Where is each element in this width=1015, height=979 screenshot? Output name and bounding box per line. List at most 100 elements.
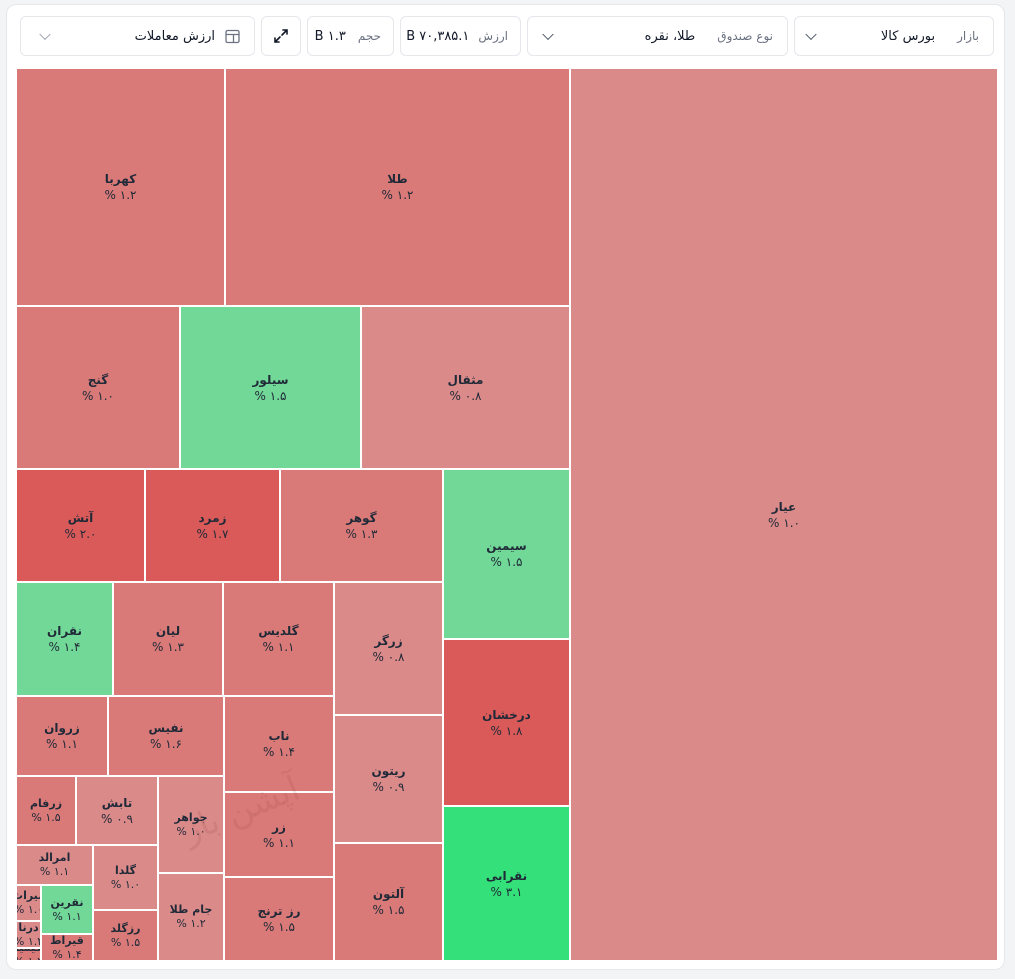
treemap-tile[interactable]: درخشان ۱.۸ % xyxy=(443,639,570,806)
tile-name: آتش xyxy=(67,510,94,525)
treemap-tile[interactable]: نقران ۱.۴ % xyxy=(16,582,113,696)
treemap-tile[interactable]: جام طلا ۱.۲ % xyxy=(158,873,224,961)
treemap-tile[interactable]: عیار ۱.۰ % xyxy=(570,68,998,961)
treemap-tile[interactable]: ناب ۱.۴ % xyxy=(224,696,334,792)
volume-stat-value: ۱.۳ B xyxy=(314,28,346,44)
tile-name: نقرین xyxy=(50,895,84,909)
treemap-tile[interactable]: میراث۱.۰ % xyxy=(16,885,41,921)
tile-change: ۱.۰ % xyxy=(176,824,206,838)
tile-change: ۱.۱ % xyxy=(263,835,295,850)
value-stat-label: ارزش xyxy=(478,29,508,43)
treemap-tile[interactable]: ریتون ۰.۹ % xyxy=(334,715,443,843)
treemap-tile[interactable]: نفیس ۱.۶ % xyxy=(108,696,224,776)
tile-change: ۱.۲ % xyxy=(17,934,40,948)
tile-change: ۱.۲ % xyxy=(104,188,137,202)
market-select[interactable]: بازار بورس کالا xyxy=(794,16,994,56)
tile-change: ۰.۹ % xyxy=(101,811,133,826)
tile-change: ۲.۰ % xyxy=(64,526,97,541)
treemap-tile[interactable]: لیان ۱.۳ % xyxy=(113,582,223,696)
tile-change: ۱.۱ % xyxy=(262,640,295,654)
treemap-tile[interactable]: گنج ۱.۰ % xyxy=(16,306,180,469)
tile-name: نفیس xyxy=(148,721,184,735)
tile-name: گنج xyxy=(87,372,109,387)
tile-change: ۳.۱ % xyxy=(490,884,523,899)
treemap-tile[interactable]: رز ترنج ۱.۵ % xyxy=(224,877,334,961)
treemap: عیار ۱.۰ % طلا ۱.۲ % کهربا ۱.۲ % مثقال ۰.۸ % سیل… xyxy=(16,68,998,961)
tile-name: کهربا xyxy=(104,172,137,186)
treemap-tile[interactable]: قیراط ۱.۴ % xyxy=(41,934,93,961)
tile-name: طلا xyxy=(387,172,408,186)
tile-change: ۱.۱ % xyxy=(52,909,82,923)
treemap-tile[interactable]: زر ۱.۱ % xyxy=(224,792,334,877)
tile-name: عیار xyxy=(771,499,797,514)
tile-change: ۱.۱ % xyxy=(46,737,78,751)
tile-change: ۰.۸ % xyxy=(372,649,405,664)
tile-change: ۱.۵ % xyxy=(490,555,523,569)
treemap-tile[interactable]: رزگلد ۱.۵ % xyxy=(93,910,158,961)
treemap-tile[interactable]: گوهر ۱.۳ % xyxy=(280,469,443,582)
treemap-tile[interactable]: امرالد ۱.۱ % xyxy=(16,845,93,885)
metric-select-value: ارزش معاملات xyxy=(134,28,215,44)
tile-change: ۱.۸ % xyxy=(490,723,523,738)
tile-change: ۱.۲ % xyxy=(381,188,414,202)
fund-type-select-value: طلا، نقره xyxy=(644,28,696,44)
tile-change: ۱.۰ % xyxy=(768,515,800,530)
treemap-tile[interactable]: تابش ۰.۹ % xyxy=(76,776,158,845)
fullscreen-button[interactable] xyxy=(261,16,301,56)
treemap-tile[interactable]: نقرین ۱.۱ % xyxy=(41,885,93,934)
treemap-tile[interactable]: آلتون ۱.۵ % xyxy=(334,843,443,961)
treemap-tile[interactable]: کهربا ۱.۲ % xyxy=(16,68,225,306)
tile-change: ۰.۹ % xyxy=(372,780,405,794)
chevron-down-icon xyxy=(805,28,817,41)
tile-name: قیراط xyxy=(50,934,84,947)
tile-change: ۱.۲ % xyxy=(17,954,40,961)
tile-name: گلدا xyxy=(114,863,136,877)
tile-change: ۱.۵ % xyxy=(254,388,287,403)
tile-name: گلدیس xyxy=(258,624,299,638)
tile-name: جواهر xyxy=(174,810,208,824)
treemap-tile[interactable]: طلا ۱.۲ % xyxy=(225,68,570,306)
tile-name: درنا xyxy=(18,921,39,934)
fund-type-select[interactable]: نوع صندوق طلا، نقره xyxy=(527,16,788,56)
treemap-tile[interactable]: زرفام ۱.۵ % xyxy=(16,776,76,845)
treemap-tile[interactable]: زروان ۱.۱ % xyxy=(16,696,108,776)
tile-change: ۱.۲ % xyxy=(176,917,206,930)
treemap-tile[interactable]: نقرابی ۳.۱ % xyxy=(443,806,570,961)
tile-name: مثقال xyxy=(447,372,484,387)
tile-change: ۱.۵ % xyxy=(31,810,61,824)
expand-icon xyxy=(274,29,288,43)
tile-change: ۰.۸ % xyxy=(449,388,482,403)
metric-select[interactable]: ارزش معاملات xyxy=(20,16,255,56)
tile-name: امرالد xyxy=(38,851,71,864)
tile-change: ۱.۷ % xyxy=(196,526,229,541)
tile-change: ۱.۴ % xyxy=(263,745,295,759)
volume-stat: حجم ۱.۳ B xyxy=(307,16,394,56)
treemap-tile[interactable]: جواهر ۱.۰ % xyxy=(158,776,224,873)
treemap-tile[interactable]: آتش ۲.۰ % xyxy=(16,469,145,582)
treemap-tile[interactable]: گلدا ۱.۰ % xyxy=(93,845,158,910)
treemap-tile[interactable]: زمرد ۱.۷ % xyxy=(145,469,280,582)
tile-name: سیمین xyxy=(486,539,527,553)
tile-change: ۱.۵ % xyxy=(372,903,405,917)
tile-name: زر xyxy=(272,819,286,834)
value-stat-value: ۷۰,۳۸۵.۱ B xyxy=(406,28,470,44)
tile-change: ۱.۶ % xyxy=(150,737,182,751)
tile-name: لیان xyxy=(155,624,181,638)
treemap-tile[interactable]: مثقال ۰.۸ % xyxy=(361,306,570,469)
tile-change: ۱.۰ % xyxy=(82,388,114,403)
layout-icon xyxy=(225,29,240,43)
tile-name: آلتون xyxy=(372,887,405,901)
tile-change: ۱.۰ % xyxy=(17,903,40,916)
tile-name: نقرابی xyxy=(485,868,528,883)
treemap-tile[interactable]: سیمین ۱.۵ % xyxy=(443,469,570,639)
chevron-down-icon xyxy=(39,28,51,41)
treemap-tile[interactable]: گلدیس ۱.۱ % xyxy=(223,582,334,696)
treemap-tile[interactable]: کیمیا۱.۲ % xyxy=(16,948,41,961)
tile-name: زرفام xyxy=(29,796,63,810)
treemap-tile[interactable]: سیلور ۱.۵ % xyxy=(180,306,361,469)
tile-name: میراث xyxy=(17,889,40,902)
tile-name: زمرد xyxy=(198,510,227,525)
market-select-label: بازار xyxy=(957,29,979,43)
treemap-tile[interactable]: زرگر ۰.۸ % xyxy=(334,582,443,715)
